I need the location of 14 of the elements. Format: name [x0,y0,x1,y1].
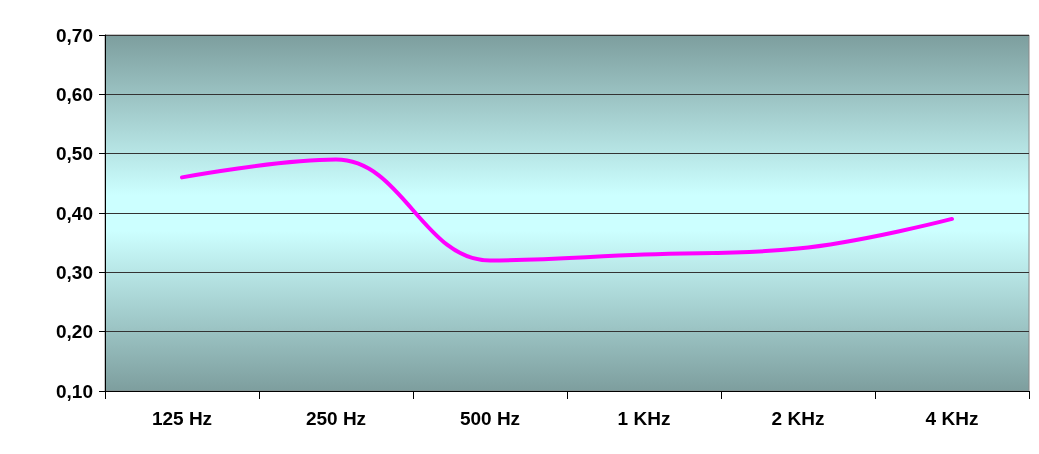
y-tick-label: 0,50 [56,143,93,165]
line-series [180,157,954,263]
y-tick-label: 0,60 [56,83,93,105]
x-tick-label: 4 KHz [925,408,979,429]
y-tick-label: 0,10 [56,380,93,402]
x-tick-label: 125 Hz [151,408,213,429]
x-tick-label: 2 KHz [771,408,825,429]
x-tick-label: 1 KHz [617,408,671,429]
x-tick-label: 250 Hz [305,408,367,429]
y-tick-label: 0,40 [56,202,93,224]
x-tick-label: 500 Hz [459,408,521,429]
y-tick-label: 0,30 [56,261,93,283]
y-tick-label: 0,20 [56,321,93,343]
y-tick-label: 0,70 [56,24,93,46]
